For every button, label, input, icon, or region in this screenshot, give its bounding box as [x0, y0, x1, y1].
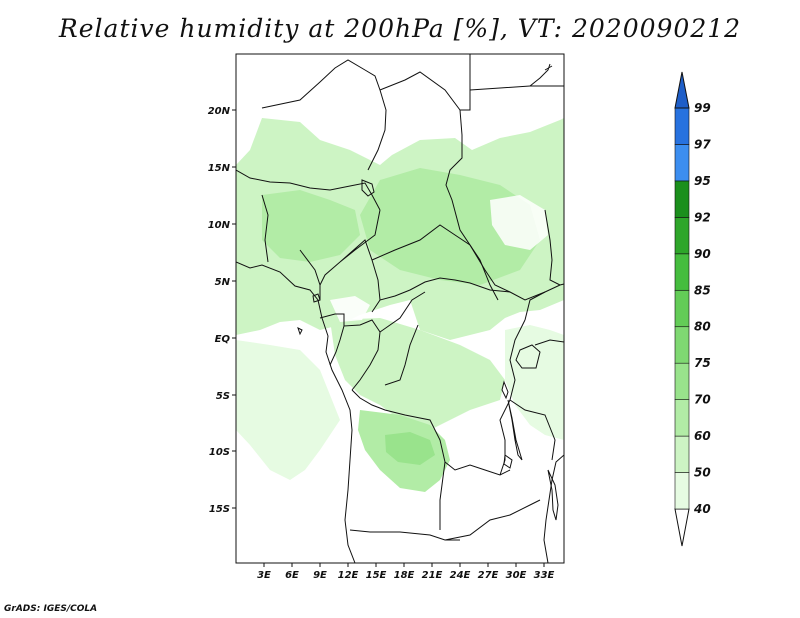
colorbar-label: 85 [694, 283, 711, 297]
lon-ticks [263, 563, 545, 567]
lat-label: EQ [215, 334, 231, 345]
lat-label: 15S [209, 504, 230, 515]
lat-label: 5N [215, 277, 231, 288]
border-car-south [379, 277, 511, 301]
humidity-field [236, 118, 564, 492]
map-frame [235, 53, 565, 564]
border-uganda-kenya [524, 283, 564, 346]
border-car [371, 224, 546, 301]
colorbar-segment [674, 253, 690, 291]
border-north-3 [469, 85, 564, 91]
colorbar-segment [674, 326, 690, 364]
lat-label: 10N [208, 220, 231, 231]
colorbar: 40 50 60 70 75 80 85 90 92 95 97 99 [674, 71, 711, 547]
chart-title: Relative humidity at 200hPa [%], VT: 202… [58, 14, 742, 43]
lake-malawi [547, 469, 559, 521]
lake-victoria [515, 344, 541, 369]
border-zambia [444, 499, 541, 541]
coast-gulf-of-guinea-islands [297, 327, 303, 336]
colorbar-label: 90 [694, 247, 711, 261]
colorbar-label: 70 [694, 393, 711, 407]
island-bioko [312, 293, 321, 303]
border-chad-east [445, 109, 499, 301]
lake-kivu [501, 380, 509, 400]
lon-label: 12E [338, 570, 359, 581]
border-niger-south [236, 169, 381, 211]
border-north-2 [379, 54, 471, 111]
lat-ticks [232, 109, 236, 509]
lon-label: 21E [422, 570, 443, 581]
border-gabon-congo [319, 313, 381, 391]
humidity-core-west [262, 190, 360, 262]
lon-label: 30E [506, 570, 527, 581]
colorbar-label: 75 [694, 356, 711, 370]
lat-label: 5S [216, 391, 230, 402]
colorbar-label: 92 [694, 210, 711, 224]
lat-labels: 20N 15N 10N 5N EQ 5S 10S 15S [208, 106, 231, 515]
coastline-west-africa [236, 261, 356, 563]
colorbar-label: 40 [693, 502, 711, 516]
colorbar-segment [674, 217, 690, 255]
lon-label: 24E [450, 570, 471, 581]
humidity-region-congo [330, 318, 505, 430]
border-tanzania [509, 399, 556, 461]
colorbar-label: 99 [694, 101, 711, 115]
colorbar-segments [674, 107, 690, 510]
border-cameroon [319, 209, 381, 313]
lon-label: 6E [285, 570, 299, 581]
colorbar-segment [674, 289, 690, 328]
border-drc-south [351, 389, 511, 476]
lon-label: 15E [366, 570, 387, 581]
map-plot-area: 3E 6E 9E 12E 15E 18E 21E 24E 27E 30E 33E… [208, 53, 565, 581]
lat-label: 15N [208, 163, 231, 174]
colorbar-segment [674, 435, 690, 473]
humidity-region-west-coast [236, 340, 340, 480]
dry-patch-east [490, 195, 548, 250]
colorbar-labels: 40 50 60 70 75 80 85 90 92 95 97 99 [693, 101, 711, 516]
lon-label: 18E [394, 570, 415, 581]
colorbar-label: 95 [694, 174, 711, 188]
border-nigeria [261, 194, 321, 286]
coastlines-borders [236, 54, 564, 563]
colorbar-segment [674, 144, 690, 182]
border-drc-west [379, 291, 426, 386]
credit-text: GrADS: IGES/COLA [4, 604, 98, 614]
lake-tanganyika [507, 399, 523, 461]
colorbar-label: 60 [694, 429, 711, 443]
humidity-region-east [505, 325, 564, 440]
lake-mweru [503, 454, 513, 469]
colorbar-segment [674, 472, 690, 510]
colorbar-label: 97 [694, 137, 711, 151]
border-sudan-ethiopia [544, 209, 561, 286]
humidity-spot-angola [385, 432, 435, 465]
colorbar-segment [674, 107, 690, 145]
colorbar-over-triangle [674, 71, 690, 109]
colorbar-segment [674, 362, 690, 400]
coastline-east-africa [543, 454, 564, 563]
colorbar-segment [674, 180, 690, 218]
border-north-1 [261, 59, 387, 171]
colorbar-under-triangle [674, 508, 690, 547]
lon-label: 27E [478, 570, 499, 581]
lake-chad [361, 179, 375, 197]
colorbar-segment [674, 399, 690, 437]
lat-label: 20N [208, 106, 231, 117]
humidity-core-central [360, 168, 540, 285]
lon-label: 9E [313, 570, 327, 581]
dry-patch-coast [330, 296, 370, 322]
lon-label: 3E [257, 570, 271, 581]
lon-labels: 3E 6E 9E 12E 15E 18E 21E 24E 27E 30E 33E [257, 570, 554, 581]
lat-label: 10S [209, 447, 230, 458]
red-sea-coast [529, 63, 553, 87]
colorbar-label: 80 [694, 320, 711, 334]
colorbar-label: 50 [694, 466, 711, 480]
lon-label: 33E [534, 570, 555, 581]
